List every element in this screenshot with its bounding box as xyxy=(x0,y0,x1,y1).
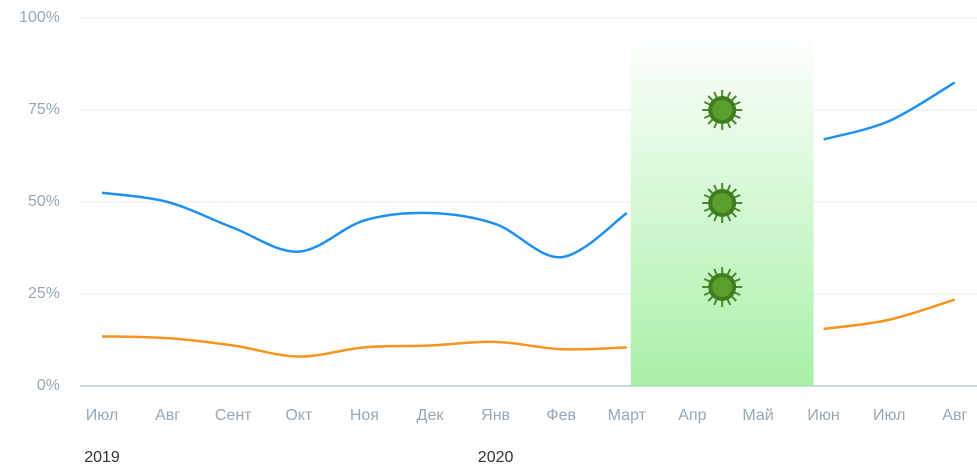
virus-icon xyxy=(702,90,742,130)
x-tick-label: Авг xyxy=(155,407,180,424)
y-tick-label: 50% xyxy=(28,193,60,210)
y-tick-label: 25% xyxy=(28,285,60,302)
line xyxy=(824,300,955,329)
x-tick-label: Дек xyxy=(417,407,445,424)
x-tick-label: Ноя xyxy=(350,407,379,424)
x-tick-label: Апр xyxy=(678,407,706,424)
year-label: 2019 xyxy=(84,449,120,466)
y-tick-label: 75% xyxy=(28,101,60,118)
line xyxy=(824,82,955,139)
x-tick-label: Июл xyxy=(86,407,118,424)
lines xyxy=(102,82,955,356)
x-tick-label: Фев xyxy=(546,407,576,424)
y-tick-label: 100% xyxy=(19,9,60,26)
virus-icon xyxy=(702,183,742,223)
grid xyxy=(80,18,977,386)
x-tick-label: Июн xyxy=(807,407,839,424)
labels: 0% 25% 50% 75% 100% Июл 2019 Авг Сент Окт Ноя Дек Ян… xyxy=(19,9,967,466)
virus-icon xyxy=(702,267,742,307)
year-label: 2020 xyxy=(478,449,514,466)
x-tick-label: Сент xyxy=(215,407,252,424)
x-tick-label: Окт xyxy=(285,407,313,424)
x-tick-label: Март xyxy=(608,407,647,424)
x-tick-label: Июл xyxy=(873,407,905,424)
x-tick-label: Авг xyxy=(942,407,967,424)
chart: 0% 25% 50% 75% 100% Июл 2019 Авг Сент Окт Ноя Дек Ян… xyxy=(0,0,977,468)
x-tick-label: Май xyxy=(742,407,773,424)
line xyxy=(102,336,627,356)
y-tick-label: 0% xyxy=(37,377,60,394)
x-tick-label: Янв xyxy=(481,407,510,424)
highlight xyxy=(631,28,814,386)
